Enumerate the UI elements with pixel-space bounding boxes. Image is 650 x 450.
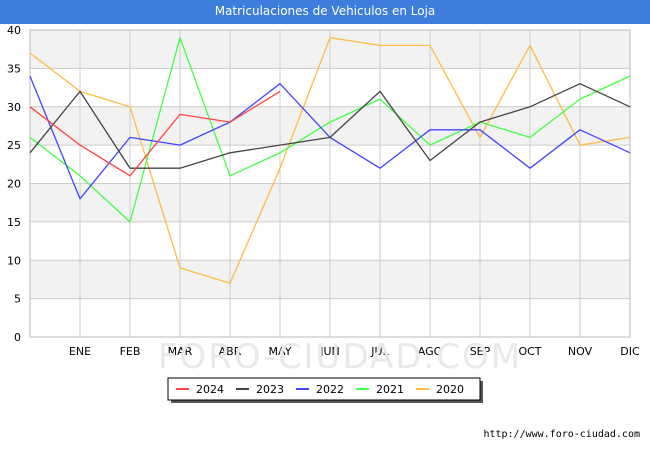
watermark: FORO-CIUDAD.COM	[158, 337, 522, 377]
y-tick-label: 30	[7, 101, 21, 114]
y-tick-label: 0	[14, 331, 21, 344]
chart-title: Matriculaciones de Vehiculos en Loja	[214, 4, 436, 18]
y-tick-label: 15	[7, 216, 21, 229]
x-tick-label: JUN	[319, 345, 340, 358]
plot-frame	[29, 29, 631, 338]
x-tick-label: ABR	[219, 345, 242, 358]
y-tick-label: 40	[7, 24, 21, 37]
x-tick-label: JUL	[370, 345, 389, 358]
x-tick-label: MAR	[168, 345, 193, 358]
series-line-2021	[29, 37, 631, 223]
legend-label-2023: 2023	[256, 383, 284, 396]
y-tick-label: 25	[7, 139, 21, 152]
series-line-2023	[29, 83, 631, 169]
legend-label-2021: 2021	[376, 383, 404, 396]
x-tick-label: OCT	[518, 345, 541, 358]
y-tick-label: 35	[7, 62, 21, 75]
x-tick-label: ENE	[69, 345, 91, 358]
footer-url: http://www.foro-ciudad.com	[483, 429, 640, 440]
y-tick-label: 5	[14, 293, 21, 306]
series-line-2020	[29, 37, 631, 284]
legend-box	[167, 377, 481, 401]
legend-label-2022: 2022	[316, 383, 344, 396]
x-tick-label: FEB	[120, 345, 141, 358]
legend-label-2020: 2020	[436, 383, 464, 396]
x-tick-label: SEP	[470, 345, 491, 358]
title-bar	[0, 0, 650, 24]
x-tick-label: DIC	[620, 345, 640, 358]
x-tick-label: AGO	[418, 345, 443, 358]
y-tick-label: 10	[7, 254, 21, 267]
x-tick-label: MAY	[269, 345, 292, 358]
series-line-2024	[29, 90, 281, 177]
x-tick-label: NOV	[568, 345, 593, 358]
y-tick-label: 20	[7, 178, 21, 191]
legend-label-2024: 2024	[196, 383, 224, 396]
